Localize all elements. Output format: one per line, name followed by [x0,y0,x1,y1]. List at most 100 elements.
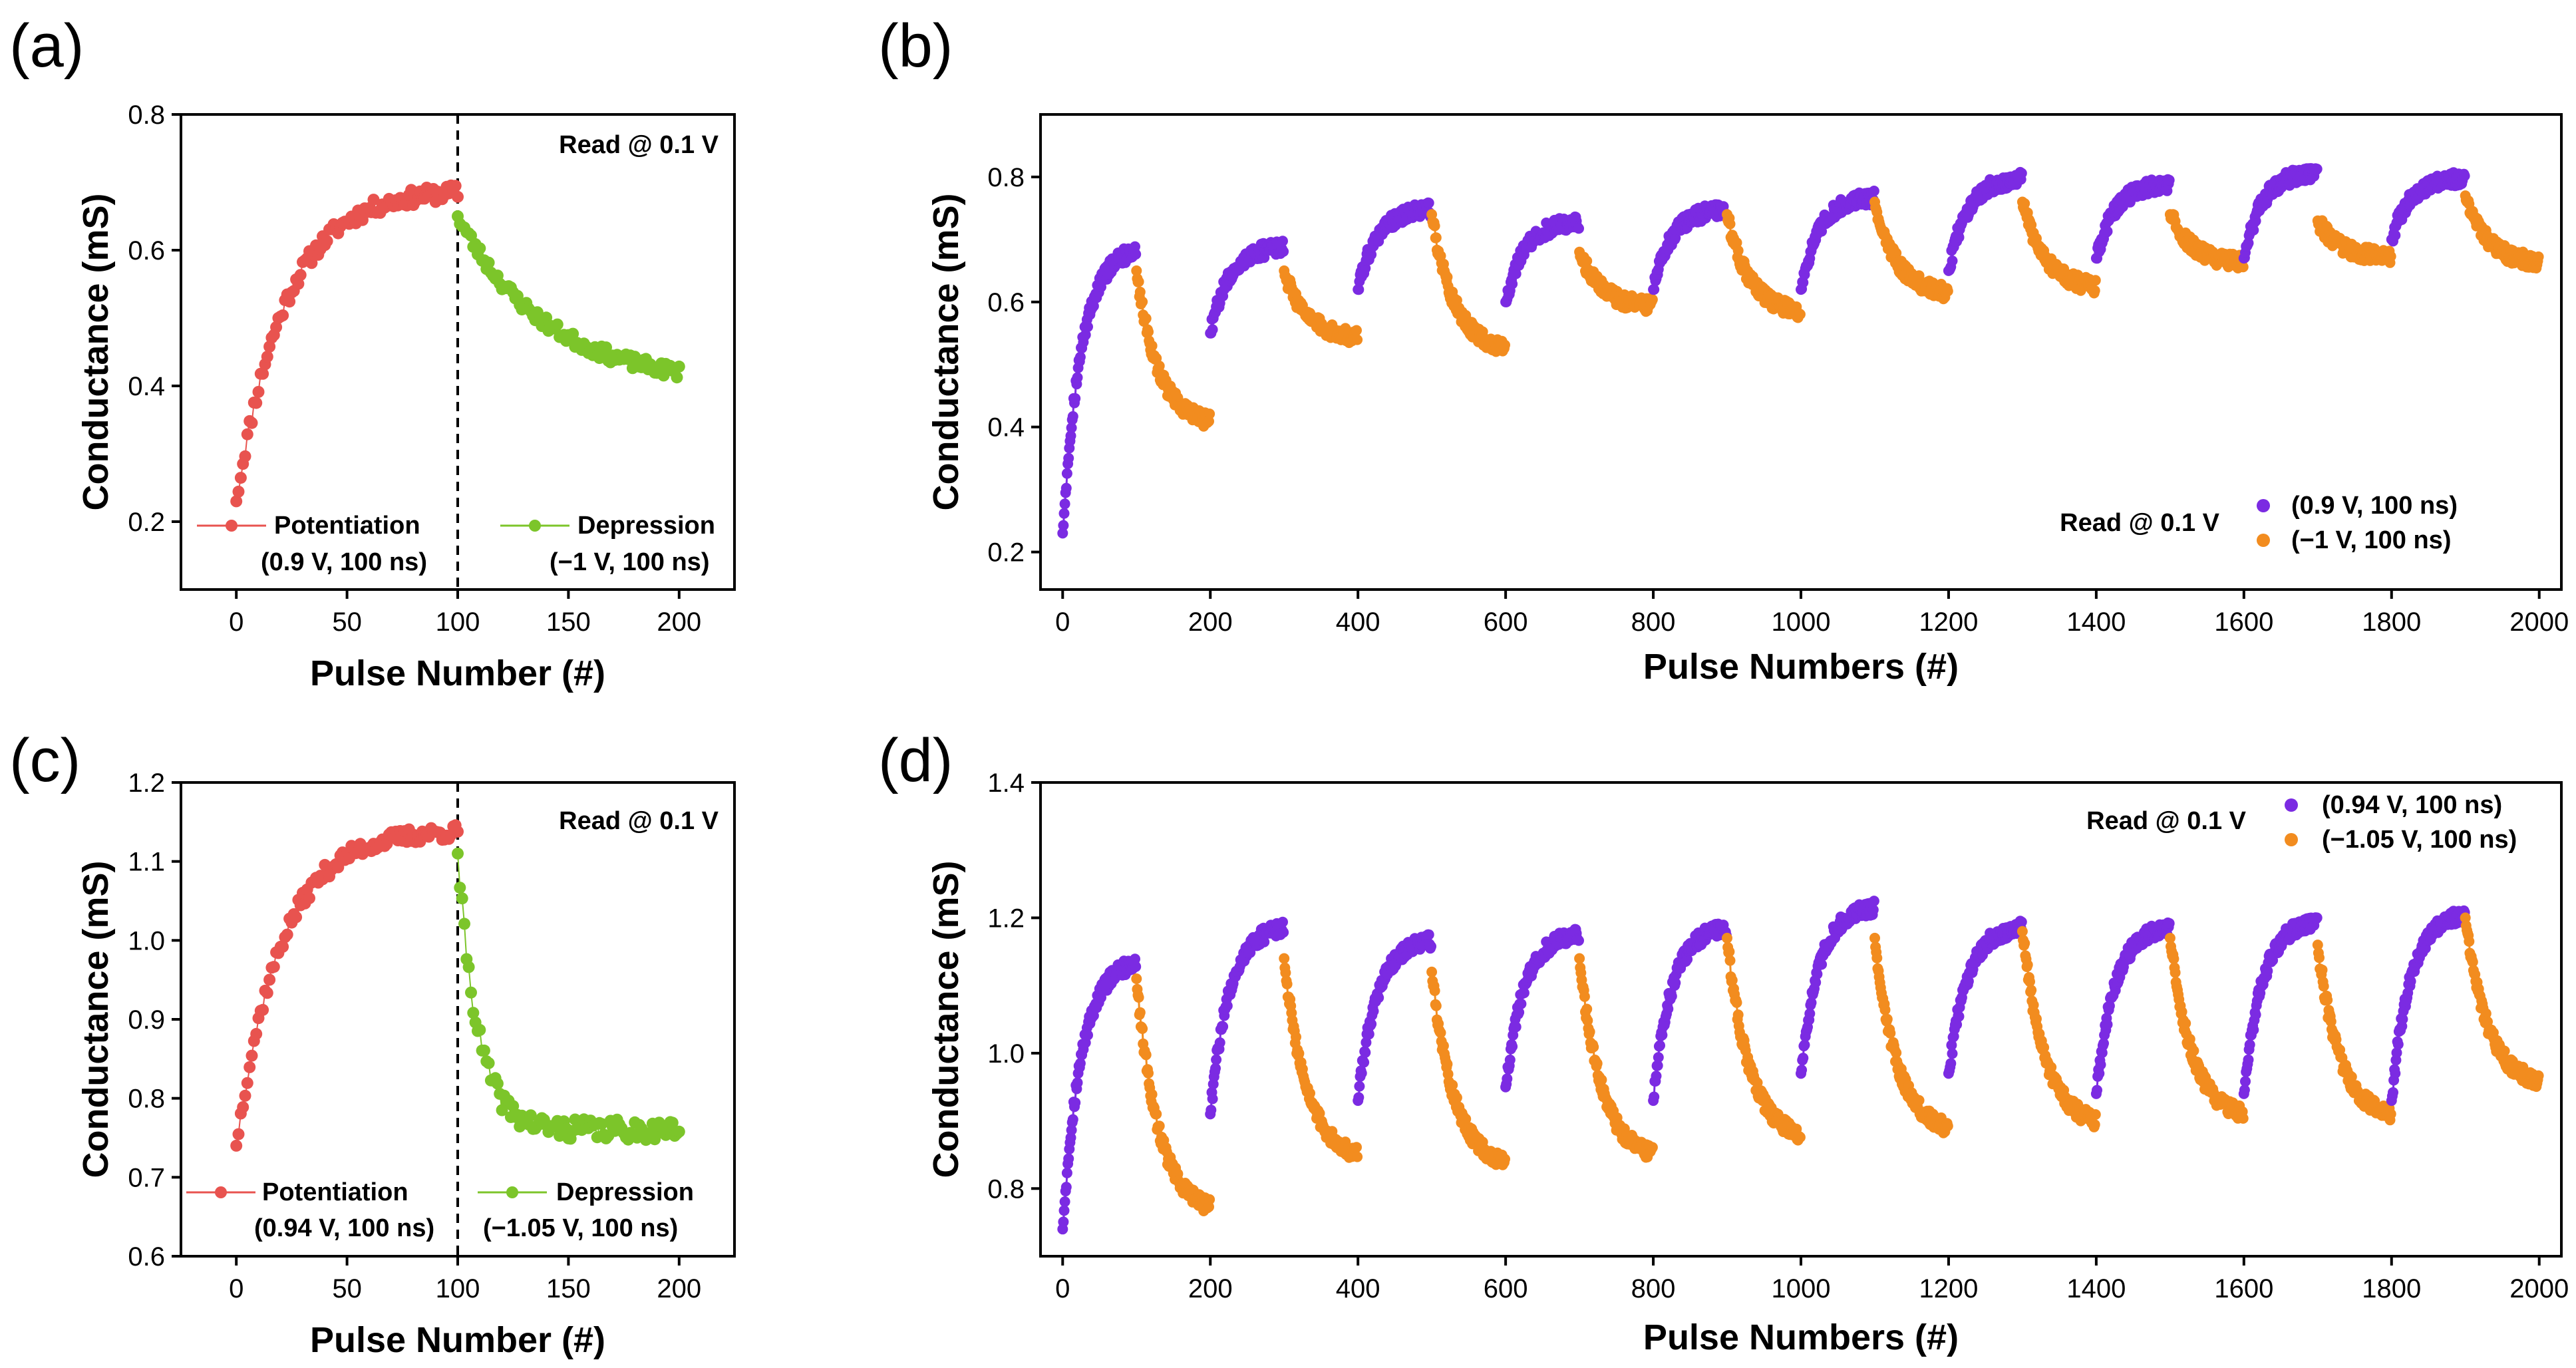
panel-d-cycle-3-depression-point [1591,1058,1603,1069]
panel-d-cycle-2-depression-point [1442,1059,1453,1070]
panel-d-cycle-2-potentiation-point [1363,1029,1374,1040]
panel-b-cycle-9-potentiation [2386,167,2470,247]
panel-a-series-potentiation-point [257,367,269,380]
panel-b-cycle-0-potentiation-point [1058,508,1070,519]
panel-b-cycle-4-potentiation [1648,199,1732,295]
panel-b-cycle-0-potentiation [1057,241,1142,539]
panel-b-x-tick-label-9: 1800 [2362,607,2421,637]
panel-d-cycle-2-potentiation-point [1368,1005,1379,1017]
panel-d-cycle-2-potentiation-point [1354,1081,1365,1092]
panel-d-cycle-6-depression-point [2019,938,2030,949]
panel-d-cycle-2-depression [1426,966,1510,1170]
panel-d-cycle-3-depression-point [1588,1041,1599,1053]
panel-b-cycle-1-depression [1279,265,1363,349]
panel-c-series-depression-point [462,961,475,973]
panel-b-cycle-8-depression-point [2385,251,2396,262]
panel-d-cycle-0-depression-point [1154,1120,1165,1132]
panel-d-cycle-8-depression-point [2322,995,2333,1005]
panel-a-series-potentiation-point [241,428,253,440]
panel-a-series-potentiation-point [232,485,245,498]
panel-d-cycle-8-depression-point [2346,1071,2357,1083]
panel-d-cycle-5-depression-point [1891,1047,1902,1059]
panel-b-cycle-0-depression-point [1140,313,1152,324]
panel-a-series-depression-point [600,341,612,354]
panel-d-x-tick-label-0: 0 [1055,1274,1070,1303]
panel-a-y-tick-label-2: 0.6 [128,236,165,265]
panel-a-legend-potentiation-marker [226,520,238,532]
panel-b-cycle-0-potentiation-point [1061,468,1072,479]
panel-d-cycle-1-depression-point [1279,953,1290,964]
panel-b-cycle-4-depression-point [1724,218,1736,230]
panel-b-cycle-5-depression-point [1942,285,1953,297]
panel-b-cycle-4-depression-point [1732,245,1744,256]
panel-d-cycle-9-potentiation-point [2391,1047,2402,1059]
panel-d-cycle-4-depression-point [1731,997,1742,1008]
panel-b-cycle-2-potentiation-point [1423,198,1434,208]
panel-d-cycle-8-potentiation-point [2311,912,2323,924]
panel-c-legend-depression-params: (−1.05 V, 100 ns) [483,1214,678,1242]
panel-d-cycle-7-depression-point [2168,953,2179,964]
panel-d-x-axis-title: Pulse Numbers (#) [1643,1317,1959,1357]
panel-d-cycle-5-potentiation-point [1868,896,1879,907]
panel-d-cycle-7-depression-point [2237,1112,2249,1124]
panel-d-cycle-6-depression-point [2046,1062,2057,1073]
panel-a-y-tick-label-0: 0.2 [128,508,165,537]
panel-d-cycle-5-potentiation-point [1798,1053,1809,1064]
panel-d-cycle-4-depression-point [1794,1132,1806,1143]
panel-b-cycle-3-depression [1574,246,1658,317]
panel-d-cycle-7-potentiation-point [2092,1085,2102,1096]
panel-a-series-depression-point [671,371,683,384]
panel-b-cycle-0-depression-point [1137,296,1148,307]
panel-b-y-axis-title: Conductance (mS) [926,193,966,510]
panel-d-cycle-0-potentiation-point [1059,1196,1070,1207]
panel-a-legend-depression-label: Depression [577,512,715,540]
panel-b-cycle-0-potentiation-point [1060,482,1072,494]
panel-d-cycle-9-depression-point [2480,1008,2492,1019]
panel-d-cycle-6-potentiation-point [1946,1039,1957,1051]
panel-b-cycle-0-potentiation-point [1058,520,1069,531]
panel-d-cycle-8-potentiation-point [2239,1085,2250,1096]
panel-d-x-tick-label-3: 600 [1484,1274,1528,1303]
panel-d-cycle-4-potentiation-point [1663,1003,1674,1015]
panel-c-series-potentiation-point [261,987,273,999]
panel-c-series-depression-point [467,1007,480,1019]
panel-d-cycle-4-depression-point [1724,955,1736,966]
panel-d-cycle-1-depression-point [1291,1031,1301,1043]
panel-c-plot-area: 0 50 100 150 2000.60.70.80.91.01.11.2 [128,769,701,1303]
panel-c-y-tick-label-5: 1.1 [128,848,165,877]
panel-d-cycle-0-potentiation-point [1130,961,1142,972]
panel-d-cycle-4-potentiation-point [1649,1091,1660,1103]
panel-a-series-potentiation-point [250,397,263,409]
panel-a: (a) 0 50 100 150 2000.20.40.60.8 Pulse Numbe… [9,12,736,693]
panel-d-cycle-8-potentiation-point [2248,1024,2259,1035]
panel-b-cycle-0-depression-point [1143,326,1154,337]
panel-b-letter: (b) [878,12,953,80]
panel-d-cycle-8-potentiation-point [2240,1076,2251,1087]
panel-d-cycle-7-depression-point [2164,932,2175,943]
panel-a-series-depression-point [474,242,486,255]
panel-d-cycle-0-potentiation-point [1070,1097,1081,1109]
panel-d-cycle-1-depression-point [1352,1151,1363,1162]
panel-b-x-tick-label-0: 0 [1055,607,1070,637]
panel-d: (d) 0 200 400 600 800 1000 1200 1400 1600 1800 200… [878,727,2569,1357]
panel-b-cycle-6-depression-point [2089,285,2100,296]
panel-d-cycle-1-depression-point [1305,1088,1315,1099]
panel-d-x-tick-label-8: 1600 [2214,1274,2273,1303]
panel-d-cycle-5-depression [1869,932,1953,1138]
panel-a-legend-potentiation-label: Potentiation [274,512,420,540]
panel-b-cycle-0-potentiation-point [1066,423,1077,433]
panel-d-cycle-2-depression-point [1460,1113,1472,1124]
panel-b-y-tick-label-1: 0.4 [987,413,1025,442]
panel-d-cycle-0-potentiation-point [1082,1029,1093,1041]
panel-c: (c) 0 50 100 150 2000.60.70.80.91.01.11.2 Pu… [9,727,736,1360]
panel-c-series-potentiation-point [243,1061,256,1073]
panel-d-cycle-8-depression-point [2314,952,2325,963]
panel-c-series-potentiation-point [452,825,464,838]
panel-d-cycle-7-potentiation-point [2104,1000,2115,1011]
panel-c-legend-depression-marker [506,1186,518,1198]
panel-b-cycle-6-potentiation [1943,166,2027,276]
panel-d-cycle-4-potentiation-point [1651,1071,1662,1082]
panel-d-cycle-1-potentiation-point [1214,1037,1225,1048]
panel-d-cycle-9-depression-point [2533,1070,2544,1081]
